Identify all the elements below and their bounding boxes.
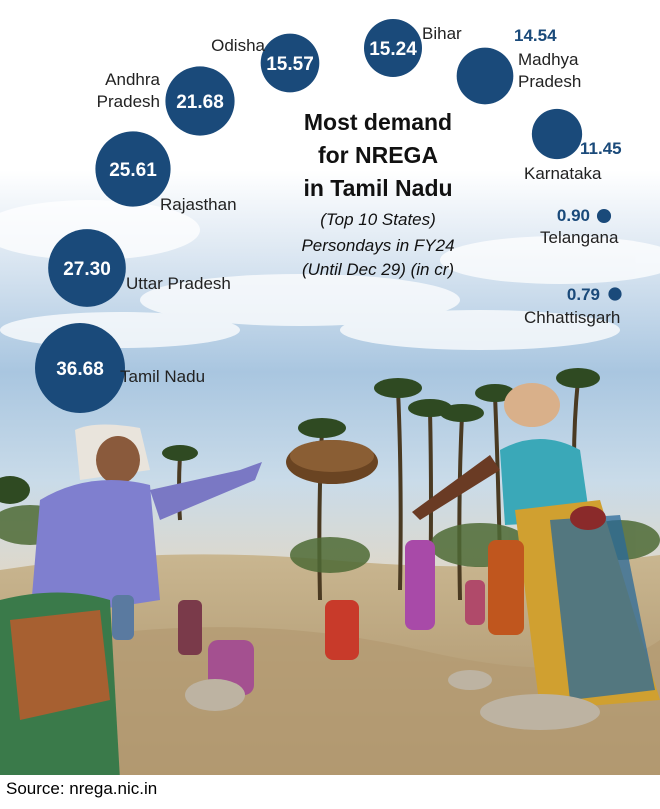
state-label: Madhya Pradesh	[518, 50, 581, 91]
state-label: Karnataka	[524, 164, 602, 183]
bubble-karnataka	[531, 108, 583, 160]
bubble-uttar-pradesh	[48, 229, 126, 307]
worker-right	[412, 383, 660, 710]
bubble-bihar	[363, 18, 423, 78]
state-label: Andhra Pradesh	[97, 70, 161, 111]
value-label: 27.30	[63, 259, 111, 280]
bubble-odisha	[260, 33, 320, 93]
value-label: 0.90	[557, 206, 590, 225]
state-label: Telangana	[540, 228, 619, 247]
bubble-rajasthan	[95, 131, 171, 207]
state-label: Bihar	[422, 24, 462, 43]
title-block: Most demand for NREGA in Tamil Nadu (Top…	[288, 106, 468, 282]
worker-left	[0, 424, 262, 780]
bubble-chhattisgarh	[608, 287, 622, 301]
source-note: Source: nrega.nic.in	[6, 779, 158, 798]
clouds	[0, 200, 660, 350]
value-label: 25.61	[109, 160, 157, 181]
state-label: Rajasthan	[160, 195, 237, 214]
value-label: 21.68	[176, 92, 224, 113]
state-label: Tamil Nadu	[120, 367, 205, 386]
chart-title: Most demand for NREGA in Tamil Nadu	[303, 109, 453, 201]
bubble-andhra-pradesh	[165, 66, 235, 136]
palm-crowns	[0, 368, 600, 504]
bubble-madhya-pradesh	[456, 47, 514, 105]
value-label: 11.45	[580, 139, 622, 158]
state-label: Uttar Pradesh	[126, 274, 231, 293]
chart-unit-note: Persondays in FY24 (Until Dec 29) (in cr…	[301, 236, 455, 279]
chart-subtitle: (Top 10 States)	[320, 210, 436, 229]
bubble-telangana	[596, 208, 612, 224]
bubble-tamil-nadu	[35, 323, 125, 413]
value-label: 15.57	[266, 54, 314, 75]
value-label: 36.68	[56, 359, 104, 380]
state-label: Odisha	[211, 36, 265, 55]
value-label: 14.54	[514, 26, 557, 45]
rocks	[185, 670, 600, 730]
value-label: 15.24	[369, 39, 417, 60]
source-bar	[0, 775, 660, 809]
state-label: Chhattisgarh	[524, 308, 620, 327]
value-label: 0.79	[567, 285, 600, 304]
